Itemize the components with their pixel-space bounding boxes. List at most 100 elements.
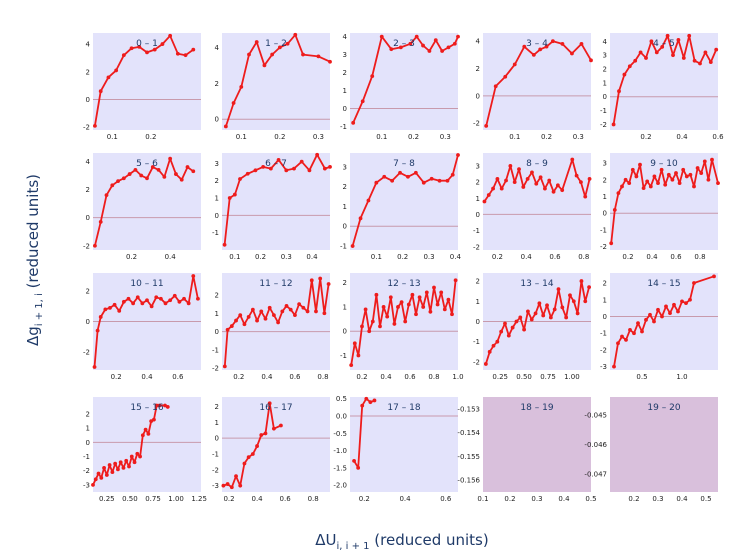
panel-15: -3 -2 -1 0 1 2 0.5 1.0 14 – 15: [600, 273, 718, 381]
y-tick-label: 3: [343, 51, 347, 59]
data-point: [93, 123, 97, 128]
y-tick-label: -0.046: [584, 441, 607, 449]
y-axis-label: Δgi + 1, i (reduced units): [24, 174, 45, 346]
data-point: [118, 460, 123, 465]
panel-2: 0 2 4 0.1 0.2 0.3 1 – 2: [215, 32, 332, 141]
x-tick-label: 0.2: [408, 133, 419, 141]
panel-17: -3 -2 -1 0 1 2 0.2 0.4 0.6 0.8 16 – 17: [212, 397, 330, 503]
y-tick-label: -3: [83, 481, 90, 489]
data-point: [512, 180, 517, 185]
y-tick-label: -2: [600, 346, 607, 354]
data-point: [609, 241, 614, 246]
data-point: [98, 315, 103, 319]
data-point: [363, 307, 368, 312]
x-tick-label: 1.25: [191, 495, 207, 503]
data-point: [239, 84, 244, 89]
data-point: [428, 309, 433, 314]
data-point: [152, 47, 157, 52]
data-point: [247, 52, 251, 57]
data-point: [531, 52, 536, 57]
y-tick-label: -1: [340, 243, 347, 251]
data-point: [360, 99, 365, 104]
panel-title: 19 – 20: [647, 403, 680, 413]
x-tick-label: 0.4: [558, 495, 570, 503]
data-point: [360, 403, 365, 408]
data-point: [510, 325, 515, 330]
panel-title: 3 – 4: [526, 39, 548, 49]
y-tick-label: 1: [343, 87, 347, 95]
data-point: [390, 178, 395, 183]
data-point: [611, 122, 616, 127]
x-tick-label: 0.2: [223, 495, 234, 503]
data-point: [493, 84, 498, 89]
y-tick-label: 2: [215, 80, 219, 88]
panel-title: 0 – 1: [136, 39, 158, 49]
data-point: [446, 45, 451, 50]
data-point: [137, 44, 142, 49]
y-tick-label: 0: [215, 328, 219, 336]
panel-background: [93, 153, 201, 250]
panel-title: 13 – 14: [520, 279, 553, 289]
data-point: [293, 313, 297, 317]
series-line: [613, 275, 715, 367]
data-point: [518, 315, 523, 320]
data-point: [706, 177, 711, 182]
x-tick-label: 0.2: [359, 495, 370, 503]
panel-title: 6 – 7: [265, 159, 287, 169]
y-tick-label: 1: [603, 193, 607, 201]
data-point: [692, 58, 697, 63]
data-point: [150, 165, 155, 169]
data-point: [692, 184, 696, 189]
y-tick-label: -2: [473, 243, 480, 251]
data-point: [487, 349, 492, 354]
panel-title: 11 – 12: [259, 279, 292, 289]
y-tick-label: 2: [343, 279, 347, 287]
panel-13: -1 0 1 2 0.2 0.4 0.6 0.8 1.0 12 – 13: [340, 273, 464, 381]
x-tick-label: 0.2: [492, 253, 503, 261]
x-tick-label: 0.2: [628, 495, 639, 503]
data-point: [314, 309, 318, 314]
data-point: [145, 176, 149, 181]
data-point: [388, 295, 393, 300]
series-line: [223, 153, 331, 245]
y-tick-label: 2: [476, 179, 480, 187]
panel-7: -1 0 1 2 3 0.1 0.2 0.3 0.4 6 – 7: [212, 152, 332, 261]
panel-background: [222, 33, 330, 130]
y-tick-label: -3: [600, 363, 607, 371]
panel-16: -3 -2 -1 0 1 2 0.25 0.50 0.75 1.00 1.25 15 – 16: [83, 397, 207, 503]
x-tick-label: 0.3: [531, 495, 542, 503]
data-point: [660, 44, 665, 49]
data-point: [113, 461, 118, 466]
data-point: [392, 322, 397, 326]
data-point: [483, 362, 488, 366]
data-point: [538, 47, 543, 52]
y-tick-label: -1: [600, 226, 607, 234]
data-point: [92, 365, 97, 369]
y-tick-label: 0: [86, 214, 90, 222]
data-point: [421, 43, 425, 48]
data-point: [114, 68, 119, 73]
data-point: [570, 157, 575, 162]
y-tick-label: 4: [476, 38, 481, 46]
y-tick-label: 0: [215, 212, 219, 220]
data-point: [656, 307, 660, 312]
data-point: [543, 186, 547, 191]
x-tick-label: 0.4: [676, 133, 688, 141]
data-point: [638, 50, 643, 55]
data-point: [276, 158, 281, 162]
data-point: [560, 188, 565, 193]
y-tick-label: 2: [603, 66, 607, 74]
data-point: [636, 321, 640, 326]
x-tick-label: 0.8: [428, 373, 439, 381]
data-point: [172, 293, 177, 298]
data-point: [676, 38, 681, 42]
x-tick-label: 0.5: [700, 495, 711, 503]
data-point: [433, 38, 438, 43]
data-point: [121, 465, 126, 470]
x-tick-label: 0.6: [712, 133, 724, 141]
y-tick-label: -0.156: [457, 477, 480, 485]
data-point: [583, 299, 588, 304]
data-point: [421, 305, 426, 309]
x-tick-label: 1.0: [452, 373, 463, 381]
y-tick-label: 1: [215, 195, 219, 203]
